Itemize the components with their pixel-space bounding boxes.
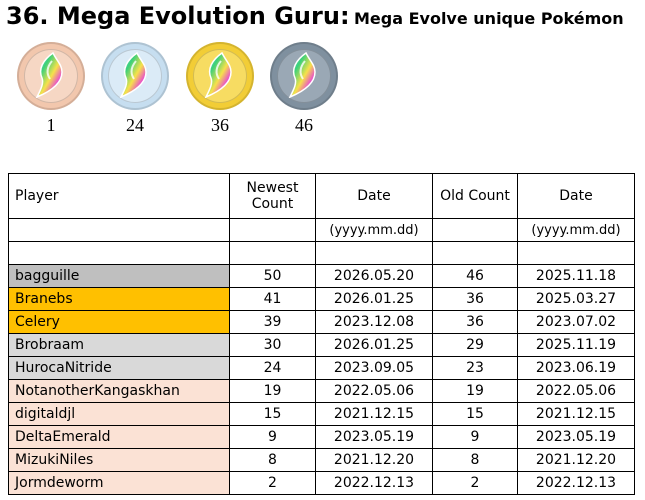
newest-count-cell: 39 (229, 310, 316, 334)
date-newest-cell: 2026.05.20 (315, 264, 433, 288)
date-old-cell: 2025.11.18 (517, 264, 635, 288)
header-newest-count: Newest Count (229, 173, 316, 219)
mega-stone-icon (288, 52, 316, 98)
date-old-cell: 2023.07.02 (517, 310, 635, 334)
table-row: bagguille 50 2026.05.20 46 2025.11.18 (8, 264, 635, 288)
old-count-cell: 9 (432, 425, 518, 449)
date-format-newest: (yyyy.mm.dd) (315, 218, 433, 242)
newest-count-cell: 50 (229, 264, 316, 288)
old-count-cell: 36 (432, 287, 518, 311)
newest-count-cell: 24 (229, 356, 316, 380)
date-newest-cell: 2021.12.15 (315, 402, 433, 426)
empty-cell (229, 241, 316, 265)
medal-label: 36 (211, 115, 229, 135)
empty-cell (432, 241, 518, 265)
player-name-cell: NotanotherKangaskhan (8, 379, 230, 403)
title-main: 36. Mega Evolution Guru: (6, 2, 350, 30)
old-count-cell: 46 (432, 264, 518, 288)
old-count-cell: 23 (432, 356, 518, 380)
table-row: Branebs 41 2026.01.25 36 2025.03.27 (8, 287, 635, 311)
player-name-cell: Jormdeworm (8, 471, 230, 495)
date-newest-cell: 2022.12.13 (315, 471, 433, 495)
newest-count-cell: 30 (229, 333, 316, 357)
empty-cell (229, 218, 316, 242)
date-newest-cell: 2026.01.25 (315, 287, 433, 311)
header-date-newest: Date (315, 173, 433, 219)
player-name-cell: DeltaEmerald (8, 425, 230, 449)
player-name-cell: Celery (8, 310, 230, 334)
medal-bronze (17, 42, 85, 110)
page-title: 36. Mega Evolution Guru: Mega Evolve uni… (6, 2, 624, 30)
medal-gold (186, 42, 254, 110)
date-newest-cell: 2023.12.08 (315, 310, 433, 334)
table-row: DeltaEmerald 9 2023.05.19 9 2023.05.19 (8, 425, 635, 449)
spacer-row (8, 241, 635, 265)
newest-count-cell: 19 (229, 379, 316, 403)
medal-platinum (270, 42, 338, 110)
newest-count-cell: 41 (229, 287, 316, 311)
date-newest-cell: 2021.12.20 (315, 448, 433, 472)
mega-stone-icon (119, 52, 147, 98)
table-row: Brobraam 30 2026.01.25 29 2025.11.19 (8, 333, 635, 357)
player-name-cell: HurocaNitride (8, 356, 230, 380)
newest-count-cell: 9 (229, 425, 316, 449)
newest-count-cell: 15 (229, 402, 316, 426)
title-subtitle: Mega Evolve unique Pokémon (354, 9, 624, 28)
date-newest-cell: 2026.01.25 (315, 333, 433, 357)
medal-label: 1 (46, 115, 56, 135)
empty-cell (517, 241, 635, 265)
header-old-count: Old Count (432, 173, 518, 219)
player-name-cell: MizukiNiles (8, 448, 230, 472)
player-name-cell: Brobraam (8, 333, 230, 357)
old-count-cell: 15 (432, 402, 518, 426)
table-header-row: Player Newest Count Date Old Count Date (8, 173, 635, 219)
medal-label: 24 (126, 115, 144, 135)
empty-cell (432, 218, 518, 242)
date-old-cell: 2021.12.20 (517, 448, 635, 472)
newest-count-cell: 8 (229, 448, 316, 472)
table-row: MizukiNiles 8 2021.12.20 8 2021.12.20 (8, 448, 635, 472)
table-row: NotanotherKangaskhan 19 2022.05.06 19 2022.0… (8, 379, 635, 403)
old-count-cell: 19 (432, 379, 518, 403)
newest-count-cell: 2 (229, 471, 316, 495)
old-count-cell: 29 (432, 333, 518, 357)
empty-cell (8, 241, 230, 265)
date-old-cell: 2025.11.19 (517, 333, 635, 357)
date-old-cell: 2021.12.15 (517, 402, 635, 426)
medal-silver (101, 42, 169, 110)
date-format-row: (yyyy.mm.dd) (yyyy.mm.dd) (8, 218, 635, 242)
mega-stone-icon (204, 52, 232, 98)
player-name-cell: bagguille (8, 264, 230, 288)
empty-cell (315, 241, 433, 265)
date-format-old: (yyyy.mm.dd) (517, 218, 635, 242)
table-body: bagguille 50 2026.05.20 46 2025.11.18 Branebs… (8, 264, 635, 495)
date-newest-cell: 2023.05.19 (315, 425, 433, 449)
date-newest-cell: 2022.05.06 (315, 379, 433, 403)
mega-stone-icon (35, 52, 63, 98)
header-date-old: Date (517, 173, 635, 219)
date-old-cell: 2023.06.19 (517, 356, 635, 380)
date-old-cell: 2022.05.06 (517, 379, 635, 403)
empty-cell (8, 218, 230, 242)
player-name-cell: digitaldjl (8, 402, 230, 426)
medal-label: 46 (295, 115, 313, 135)
date-old-cell: 2025.03.27 (517, 287, 635, 311)
table-row: Jormdeworm 2 2022.12.13 2 2022.12.13 (8, 471, 635, 495)
old-count-cell: 36 (432, 310, 518, 334)
date-old-cell: 2023.05.19 (517, 425, 635, 449)
player-name-cell: Branebs (8, 287, 230, 311)
header-player: Player (8, 173, 230, 219)
date-newest-cell: 2023.09.05 (315, 356, 433, 380)
table-row: HurocaNitride 24 2023.09.05 23 2023.06.19 (8, 356, 635, 380)
table-row: Celery 39 2023.12.08 36 2023.07.02 (8, 310, 635, 334)
old-count-cell: 8 (432, 448, 518, 472)
old-count-cell: 2 (432, 471, 518, 495)
table-row: digitaldjl 15 2021.12.15 15 2021.12.15 (8, 402, 635, 426)
date-old-cell: 2022.12.13 (517, 471, 635, 495)
leaderboard-table: Player Newest Count Date Old Count Date … (8, 173, 635, 495)
